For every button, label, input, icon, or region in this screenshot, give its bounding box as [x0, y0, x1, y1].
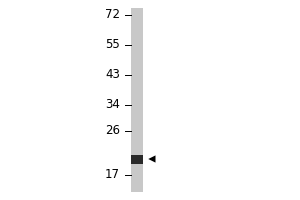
Text: 72: 72 [105, 8, 120, 21]
Text: 26: 26 [105, 124, 120, 138]
Text: 17: 17 [105, 168, 120, 182]
Text: 34: 34 [105, 98, 120, 112]
Bar [130, 8, 142, 192]
Text: 55: 55 [105, 38, 120, 51]
Bar [130, 154, 142, 164]
Text: 43: 43 [105, 68, 120, 82]
